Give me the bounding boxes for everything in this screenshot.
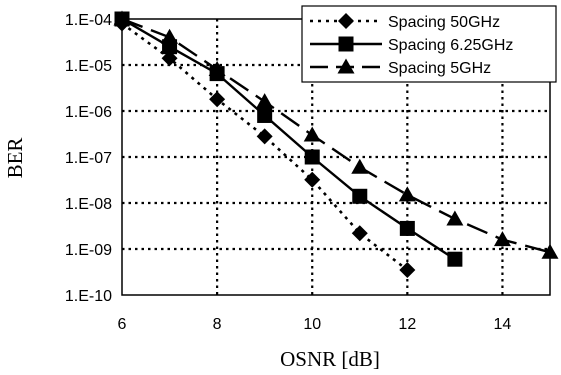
x-tick-label: 8 [213, 316, 222, 333]
series-line-3 [121, 17, 551, 254]
x-tick-label: 6 [118, 316, 127, 333]
y-axis-title: BER [3, 138, 27, 179]
series-3-point [113, 10, 131, 26]
legend-marker-1 [338, 13, 354, 29]
series-2-point [304, 149, 320, 165]
series-1-point [304, 171, 321, 188]
legend-marker-2 [338, 36, 354, 52]
series-3-point [351, 158, 369, 174]
series-3-point [446, 210, 464, 226]
series-3-point [303, 126, 321, 142]
legend-marker-3 [337, 58, 355, 74]
x-axis-tick-labels: 6 8 10 12 14 [118, 316, 512, 333]
series-line-2 [121, 17, 456, 261]
data-series [113, 10, 559, 278]
y-tick-label: 1.E-07 [65, 150, 112, 167]
series-3-point [541, 243, 559, 259]
y-tick-label: 1.E-08 [65, 196, 112, 213]
x-axis-title: OSNR [dB] [280, 347, 380, 371]
x-tick-label: 10 [303, 316, 321, 333]
series-1-point [256, 128, 273, 145]
series-3-point [398, 186, 416, 202]
y-tick-label: 1.E-04 [65, 12, 112, 29]
series-1-point [161, 50, 178, 67]
series-1-point [399, 261, 416, 278]
y-axis-tick-labels: 1.E-04 1.E-05 1.E-06 1.E-07 1.E-08 1.E-09 1.E-… [65, 12, 112, 305]
series-2-point [399, 220, 415, 236]
series-2-point [257, 107, 273, 123]
series-3-point [208, 60, 226, 76]
series-3-point [493, 231, 511, 247]
y-tick-label: 1.E-10 [65, 288, 112, 305]
legend: Spacing 50GHz Spacing 6.25GHz Spacing 5GHz [301, 5, 557, 83]
y-tick-label: 1.E-09 [65, 242, 112, 259]
series-1-point [351, 225, 368, 242]
x-tick-label: 12 [398, 316, 416, 333]
x-tick-label: 14 [494, 316, 512, 333]
series-2-point [447, 251, 463, 267]
legend-label-2: Spacing 6.25GHz [388, 37, 513, 54]
series-2-point [352, 188, 368, 204]
series-3-point [161, 28, 179, 44]
legend-label-1: Spacing 50GHz [388, 14, 500, 31]
series-1-point [209, 91, 226, 108]
y-tick-label: 1.E-05 [65, 58, 112, 75]
legend-label-3: Spacing 5GHz [388, 60, 491, 77]
series-3-point [256, 93, 274, 109]
y-tick-label: 1.E-06 [65, 104, 112, 121]
